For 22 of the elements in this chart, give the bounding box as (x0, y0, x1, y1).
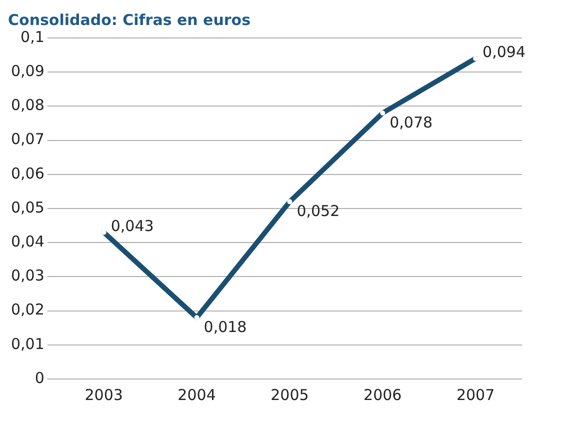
y-tick-label: 0,02 (10, 300, 44, 319)
y-tick-label: 0,06 (10, 164, 44, 182)
y-tick-label: 0,1 (20, 28, 44, 46)
y-tick-label: 0,03 (10, 266, 44, 285)
data-label: 0,043 (110, 216, 154, 235)
y-tick-label: 0,04 (10, 232, 44, 250)
data-label: 0,052 (296, 202, 340, 220)
data-label: 0,018 (204, 318, 247, 336)
y-tick-label: 0 (34, 368, 44, 387)
data-label: 0,094 (482, 42, 526, 61)
y-tick-label: 0,01 (10, 334, 44, 353)
y-tick-label: 0,08 (10, 96, 44, 114)
x-tick-label: 2004 (178, 386, 216, 404)
y-tick-label: 0,09 (10, 62, 44, 80)
x-tick-label: 2003 (84, 386, 123, 404)
x-tick-label: 2007 (456, 386, 495, 404)
x-tick-label: 2006 (364, 386, 402, 404)
data-label: 0,078 (390, 113, 433, 132)
x-tick-label: 2005 (270, 386, 309, 404)
y-tick-label: 0,07 (10, 130, 44, 148)
chart-title: Consolidado: Cifras en euros (8, 10, 251, 29)
y-tick-label: 0,05 (10, 198, 44, 216)
